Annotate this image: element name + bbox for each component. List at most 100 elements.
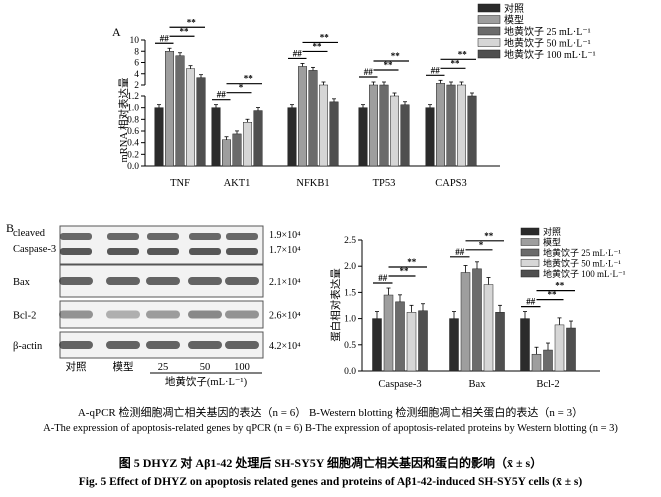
y-tick-label: 0.6 — [127, 127, 139, 137]
blot-band — [225, 310, 259, 319]
blot-band — [147, 248, 179, 255]
blot-band — [107, 248, 139, 255]
lane-label: 模型 — [113, 360, 134, 373]
legend-label: 地黄饮子 100 mL·L⁻¹ — [504, 48, 596, 61]
bar — [211, 107, 221, 167]
bar — [467, 95, 477, 167]
sig-label: ## — [293, 48, 303, 58]
legend-swatch — [477, 49, 501, 59]
blot-row-label: Caspase-3 — [13, 244, 56, 255]
y-tick-label: 1.5 — [344, 288, 356, 298]
bar — [566, 327, 576, 372]
blot-band — [146, 341, 180, 349]
blot-band — [189, 233, 221, 240]
panel-b-ylabel: 蛋白相对表达量 — [329, 268, 342, 342]
lane-label: 50 — [200, 362, 211, 373]
bar — [383, 294, 394, 372]
sig-label: ** — [313, 41, 323, 51]
blot-band — [226, 233, 258, 240]
x-tick-label: AKT1 — [224, 178, 251, 189]
legend-label: 模型 — [504, 14, 524, 27]
blot-band — [188, 341, 222, 349]
bar — [436, 83, 445, 167]
chart-a: 0.00.20.40.60.81.01.2246810TNF##****AKT1… — [127, 17, 500, 189]
y-tick-label: 0.8 — [127, 115, 139, 125]
x-tick-label: Bcl-2 — [536, 379, 559, 390]
figure-canvas: A mRNA 相对表达量 0.00.20.40.60.81.01.2246810… — [6, 2, 626, 390]
blot-band — [106, 310, 140, 319]
x-tick-label: Caspase-3 — [378, 379, 421, 390]
panel-a-label: A — [112, 25, 121, 39]
x-tick-label: Bax — [469, 379, 487, 390]
bar — [531, 353, 542, 372]
sig-label: ** — [407, 257, 417, 267]
legend-label: 地黄饮子 50 mL·L⁻¹ — [543, 258, 621, 269]
bar — [253, 110, 263, 167]
bar — [446, 84, 456, 167]
blot-row-label: β-actin — [13, 341, 43, 352]
blot-mw-label: 2.6×10⁴ — [269, 311, 301, 322]
sig-label: ** — [180, 26, 190, 36]
legend-label: 地黄饮子 25 mL·L⁻¹ — [504, 25, 591, 38]
figure-title-cn: 图 5 DHYZ 对 Aβ1-42 处理后 SH-SY5Y 细胞凋亡相关基因和蛋… — [118, 456, 543, 470]
blot-band — [59, 277, 93, 285]
blot-band — [107, 233, 139, 240]
legend-label: 地黄饮子 100 mL·L⁻¹ — [543, 268, 626, 279]
bar — [358, 107, 368, 167]
legend-swatch — [520, 259, 540, 267]
blot-band — [146, 277, 180, 285]
blot-band — [106, 341, 140, 349]
chart-b: 0.00.51.01.52.02.5Caspase-3##****Bax##**… — [344, 231, 600, 390]
bar — [369, 84, 378, 167]
legend-swatch — [520, 227, 540, 236]
blot-mw-label: 1.9×10⁴ — [269, 230, 301, 241]
legend-swatch — [520, 269, 540, 278]
blot-band — [106, 277, 140, 285]
bar — [175, 55, 185, 167]
bar — [298, 66, 307, 167]
blot-band — [60, 233, 92, 240]
x-tick-label: TP53 — [373, 178, 396, 189]
legend-swatch — [520, 238, 540, 246]
panel-b-label: B — [6, 221, 14, 235]
blot-row-label: cleaved — [13, 228, 46, 239]
bar — [154, 107, 164, 167]
blot-box — [59, 225, 264, 265]
bar — [460, 272, 471, 372]
lane-label: 100 — [234, 362, 250, 373]
bar — [449, 318, 459, 372]
sig-label: ## — [364, 67, 374, 77]
y-tick-label: 4 — [134, 70, 139, 80]
bar — [520, 318, 530, 372]
bar — [379, 84, 389, 167]
lane-group-label: 地黄饮子(mL·L⁻¹) — [165, 375, 248, 388]
y-tick-label: 1.0 — [344, 315, 356, 325]
blot-band — [226, 248, 258, 255]
y-tick-label: 0.0 — [344, 367, 356, 377]
sig-label: ## — [431, 65, 441, 75]
sig-label: ** — [391, 51, 401, 61]
bar — [287, 107, 297, 167]
legend-swatch — [477, 15, 501, 24]
bar — [483, 284, 494, 372]
legend-swatch — [477, 3, 501, 13]
legend-label: 地黄饮子 25 mL·L⁻¹ — [543, 247, 621, 258]
legend-label: 对照 — [543, 226, 561, 237]
lane-label: 25 — [158, 362, 169, 373]
sig-label: ** — [400, 266, 410, 276]
blot-row-label: Bcl-2 — [13, 311, 36, 322]
blot-band — [60, 248, 92, 255]
sig-label: ** — [548, 290, 558, 300]
bar — [165, 51, 174, 167]
blot-band — [188, 310, 222, 319]
bar — [457, 84, 466, 167]
blot-mw-label: 4.2×10⁴ — [269, 341, 301, 352]
y-tick-label: 0.4 — [127, 139, 139, 149]
sig-label: * — [239, 83, 244, 93]
blot-band — [189, 248, 221, 255]
sig-label: ## — [217, 90, 227, 100]
sig-label: ** — [451, 58, 461, 68]
sig-label: ** — [555, 281, 565, 291]
subcaption-en: A-The expression of apoptosis-related ge… — [43, 423, 618, 434]
